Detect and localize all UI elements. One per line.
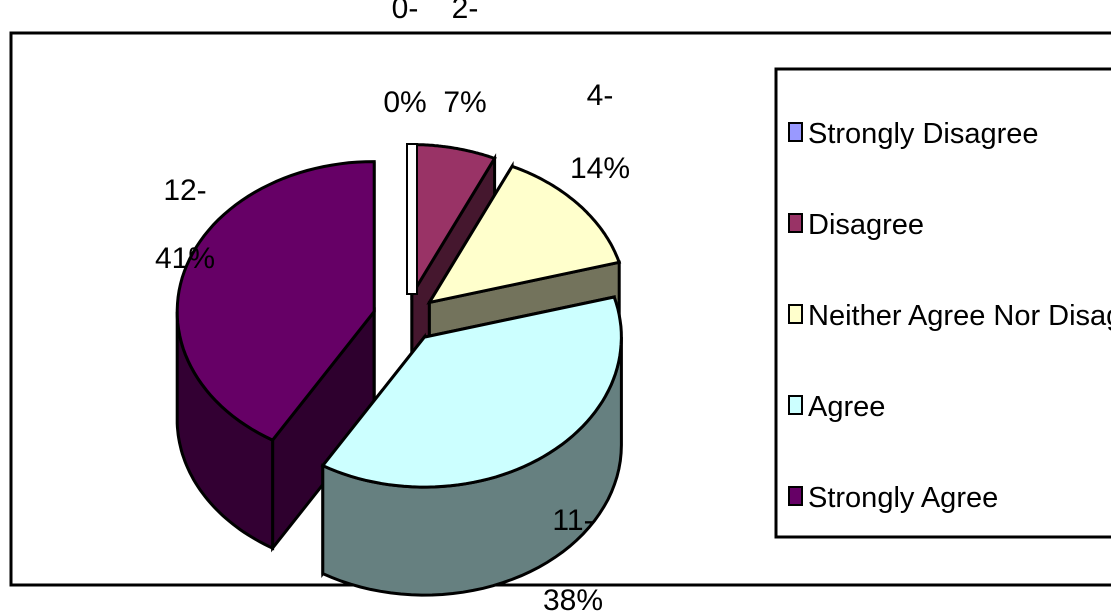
- slice-strongly-disagree: [406, 143, 418, 295]
- pie-slices: [175, 143, 623, 597]
- data-label-percent-strongly-agree: 41%: [155, 242, 215, 275]
- legend-items: Strongly Disagree Disagree Neither Agree N…: [788, 118, 1111, 514]
- slice-top-neither-agree-nor-disagree: [426, 164, 622, 305]
- slice-agree: [320, 295, 623, 597]
- legend-item-neither-agree-nor-disagree: Neither Agree Nor Disagree: [788, 300, 1111, 332]
- legend-swatch-neither-agree-nor-disagree: [788, 304, 803, 324]
- legend-label-neither-agree-nor-disagree: Neither Agree Nor Disagree: [808, 300, 1111, 332]
- data-label-count-disagree: 2-: [452, 0, 479, 25]
- legend-item-disagree: Disagree: [788, 209, 924, 241]
- legend-swatch-strongly-agree: [788, 486, 803, 506]
- data-label-count-agree: 11-: [552, 504, 593, 537]
- data-label-count-strongly-disagree: 0-: [392, 0, 419, 25]
- slice-strongly-agree: [175, 160, 376, 553]
- data-labels: 0- 0% 2- 7% 4- 14% 11- 38% 12- 41%: [155, 0, 630, 614]
- data-label-count-strongly-agree: 12-: [163, 174, 206, 207]
- legend-label-disagree: Disagree: [808, 209, 924, 241]
- legend-box: [774, 67, 1111, 539]
- data-label-percent-disagree: 7%: [443, 86, 486, 119]
- legend: Strongly Disagree Disagree Neither Agree N…: [774, 67, 1111, 539]
- legend-item-strongly-agree: Strongly Agree: [788, 482, 998, 514]
- legend-label-agree: Agree: [808, 391, 885, 423]
- legend-label-strongly-agree: Strongly Agree: [808, 482, 998, 514]
- slice-top-agree: [320, 295, 623, 489]
- legend-swatch-strongly-disagree: [788, 122, 803, 142]
- slice-top-disagree: [410, 143, 497, 300]
- data-label-percent-agree: 38%: [543, 584, 603, 614]
- legend-label-strongly-disagree: Strongly Disagree: [808, 118, 1039, 150]
- legend-swatch-agree: [788, 395, 803, 415]
- slice-top-strongly-agree: [175, 160, 376, 442]
- legend-item-agree: Agree: [788, 391, 885, 423]
- legend-item-strongly-disagree: Strongly Disagree: [788, 118, 1039, 150]
- legend-swatch-disagree: [788, 213, 803, 233]
- data-label-count-neither-agree-nor-disagree: 4-: [587, 79, 614, 112]
- data-label-percent-strongly-disagree: 0%: [383, 86, 426, 119]
- data-label-percent-neither-agree-nor-disagree: 14%: [570, 152, 630, 185]
